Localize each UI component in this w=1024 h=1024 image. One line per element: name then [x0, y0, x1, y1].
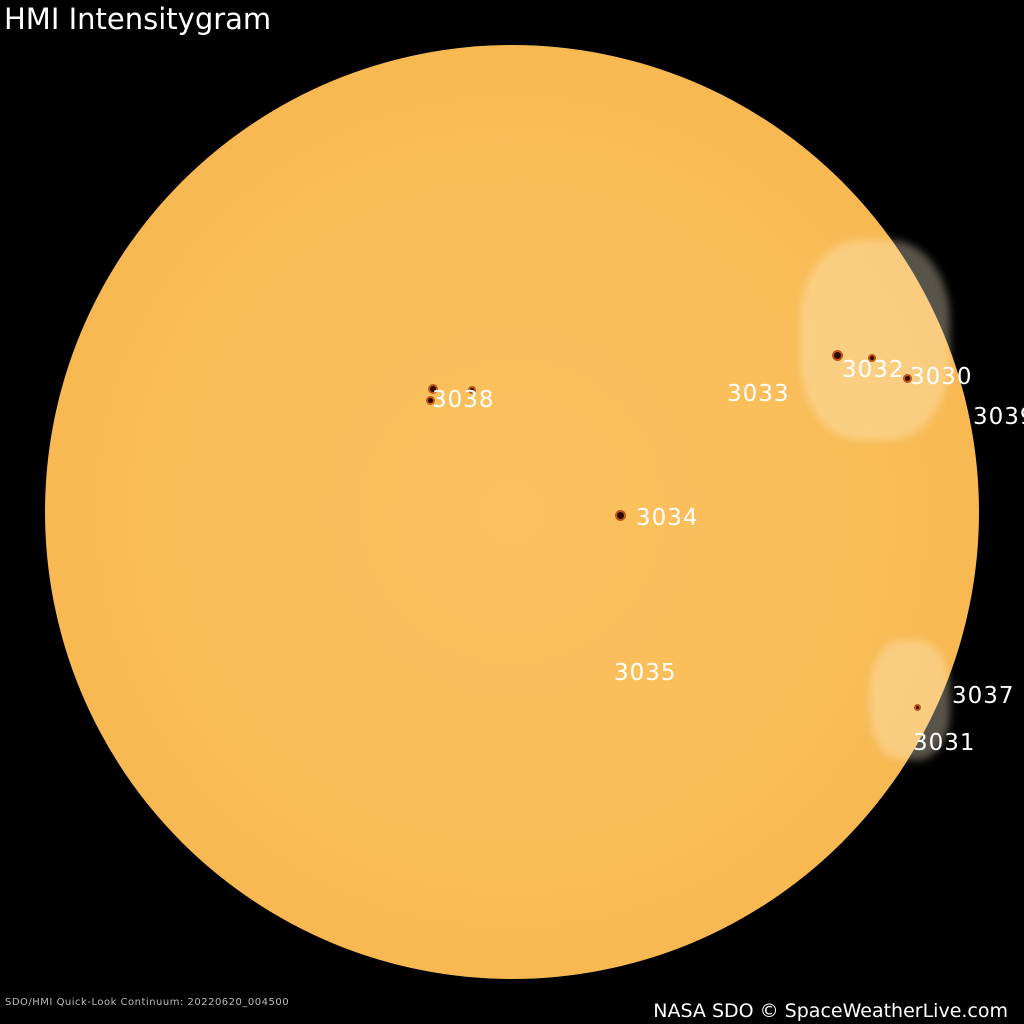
sunspot — [870, 356, 874, 360]
image-title: HMI Intensitygram — [4, 2, 272, 36]
region-label: 3039 — [973, 404, 1024, 430]
sunspot — [617, 512, 624, 519]
faculae-region — [800, 240, 950, 440]
region-label: 3032 — [842, 357, 905, 383]
region-label: 3038 — [432, 387, 495, 413]
region-label: 3034 — [636, 505, 699, 531]
sunspot — [470, 388, 474, 392]
sunspot — [430, 386, 436, 392]
faculae-region — [870, 640, 950, 760]
region-label: 3031 — [913, 730, 976, 756]
sunspot — [428, 398, 433, 403]
region-label: 3037 — [952, 683, 1015, 709]
sunspot — [834, 352, 841, 359]
image-caption: SDO/HMI Quick-Look Continuum: 20220620_0… — [5, 997, 290, 1008]
image-credit: NASA SDO © SpaceWeatherLive.com — [653, 1000, 1008, 1022]
sunspot — [905, 376, 910, 381]
region-label: 3035 — [614, 660, 677, 686]
sun-disk — [45, 45, 979, 979]
region-label: 3033 — [727, 381, 790, 407]
region-label: 3030 — [910, 364, 973, 390]
sunspot — [916, 706, 919, 709]
